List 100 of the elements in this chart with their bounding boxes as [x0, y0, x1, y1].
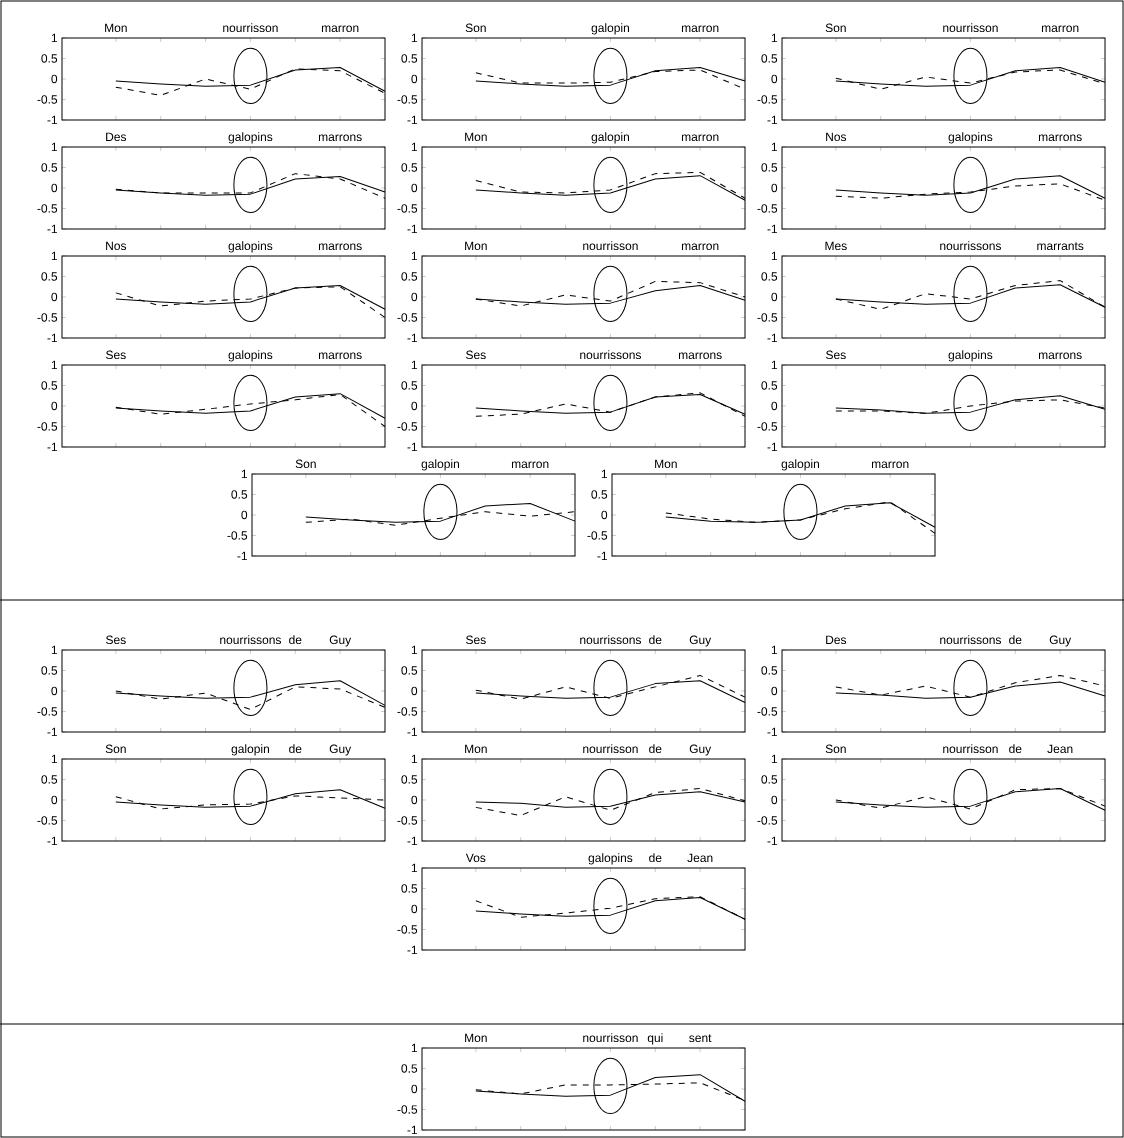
x-tick-label: galopin [781, 459, 819, 471]
y-tick-label: 0 [51, 686, 58, 696]
x-tick-label: Son [465, 23, 486, 33]
y-tick-label: 1 [771, 142, 778, 152]
y-tick-label: 0 [411, 1084, 418, 1094]
y-tick-label: 0 [411, 795, 418, 805]
y-tick-label: 1 [411, 1043, 418, 1053]
y-tick-label: 0 [51, 401, 58, 411]
x-tick-label: Ses [466, 635, 486, 645]
x-tick-label: sent [689, 1034, 712, 1043]
y-tick-label: 0 [51, 292, 58, 302]
y-tick-label: -1 [767, 333, 778, 343]
y-tick-label: 1 [241, 469, 248, 479]
y-tick-label: -1 [407, 115, 418, 125]
y-tick-label: 1 [771, 360, 778, 370]
x-tick-label: Mon [465, 132, 487, 142]
y-tick-label: -1 [47, 224, 58, 234]
x-tick-label: galopins [228, 350, 273, 362]
x-tick-label: galopin [231, 744, 269, 756]
y-tick-label: 0.5 [41, 381, 58, 390]
y-tick-label: -1 [407, 836, 418, 846]
x-tick-label: Guy [329, 744, 352, 756]
x-tick-label: nourrissons [580, 350, 642, 360]
x-tick-label: Son [825, 744, 846, 754]
y-tick-label: 1 [411, 33, 418, 43]
x-tick-label: nourrisson [943, 744, 998, 754]
y-tick-label: 1 [411, 645, 418, 655]
x-tick-label: Guy [329, 635, 352, 647]
x-tick-label: marrons [318, 243, 362, 251]
y-tick-label: -1 [767, 836, 778, 846]
y-tick-label: 1 [51, 754, 58, 764]
x-tick-label: galopin [591, 23, 629, 35]
y-tick-label: -0.5 [37, 95, 58, 104]
y-tick-label: 1 [51, 142, 58, 152]
y-tick-label: -0.5 [397, 707, 418, 716]
y-tick-label: -0.5 [757, 707, 778, 716]
x-tick-label: de [649, 853, 662, 863]
x-tick-label: marron [511, 461, 549, 469]
x-tick-label: marron [321, 25, 359, 33]
y-tick-label: 1 [411, 360, 418, 370]
x-tick-label: Des [826, 635, 847, 645]
y-tick-label: 0 [771, 292, 778, 302]
x-tick-label: qui [647, 1033, 663, 1045]
y-tick-label: -1 [407, 1125, 418, 1135]
x-tick-label: Ses [826, 350, 846, 360]
y-tick-label: -1 [47, 115, 58, 125]
x-tick-label: de [289, 635, 302, 645]
y-tick-label: 0.5 [41, 775, 58, 784]
y-tick-label: 0 [411, 292, 418, 302]
y-tick-label: -0.5 [397, 1105, 418, 1114]
y-tick-label: 0 [411, 74, 418, 84]
x-tick-label: Son [105, 744, 126, 754]
y-tick-label: 1 [771, 251, 778, 261]
y-tick-label: 1 [411, 754, 418, 764]
y-tick-label: -0.5 [757, 313, 778, 322]
y-tick-label: -0.5 [397, 925, 418, 934]
x-tick-label: galopins [948, 132, 993, 144]
y-tick-label: 0 [771, 74, 778, 84]
x-tick-label: Mes [825, 241, 847, 251]
y-tick-label: 1 [51, 33, 58, 43]
x-tick-label: Mon [465, 1033, 487, 1043]
x-tick-label: marrons [1038, 134, 1082, 142]
y-tick-label: 0 [771, 401, 778, 411]
y-tick-label: 0.5 [41, 54, 58, 63]
x-tick-label: Son [825, 23, 846, 33]
x-tick-label: marron [681, 25, 719, 33]
y-tick-label: 1 [601, 469, 608, 479]
x-tick-label: Guy [1049, 635, 1072, 647]
y-tick-label: 0.5 [401, 666, 418, 675]
x-tick-label: de [1009, 635, 1022, 645]
x-tick-label: marrons [318, 134, 362, 142]
y-tick-label: -0.5 [397, 816, 418, 825]
y-tick-label: 0.5 [401, 775, 418, 784]
x-tick-label: de [289, 744, 302, 754]
x-tick-label: Guy [689, 635, 712, 647]
x-tick-label: de [649, 744, 662, 754]
y-tick-label: -1 [47, 727, 58, 737]
x-tick-label: marrons [678, 352, 722, 360]
y-tick-label: -0.5 [397, 422, 418, 431]
x-tick-label: Mon [655, 459, 677, 469]
y-tick-label: 0.5 [761, 54, 778, 63]
x-tick-label: Mon [105, 23, 127, 33]
x-tick-label: nourrissons [940, 241, 1002, 251]
y-tick-label: 0.5 [591, 490, 608, 499]
y-tick-label: 0.5 [761, 381, 778, 390]
x-tick-label: de [1009, 744, 1022, 754]
x-tick-label: marron [681, 243, 719, 251]
y-tick-label: -1 [47, 836, 58, 846]
x-tick-label: Jean [1047, 744, 1073, 754]
x-tick-label: Son [295, 459, 316, 469]
x-tick-label: galopins [228, 132, 273, 144]
y-tick-label: 1 [771, 33, 778, 43]
x-tick-label: marron [871, 461, 909, 469]
x-tick-label: Nos [106, 241, 127, 251]
x-tick-label: marrants [1037, 242, 1084, 251]
y-tick-label: -1 [407, 442, 418, 452]
y-tick-label: 0 [771, 686, 778, 696]
y-tick-label: -1 [767, 115, 778, 125]
y-tick-label: 0.5 [761, 666, 778, 675]
y-tick-label: 0 [771, 183, 778, 193]
